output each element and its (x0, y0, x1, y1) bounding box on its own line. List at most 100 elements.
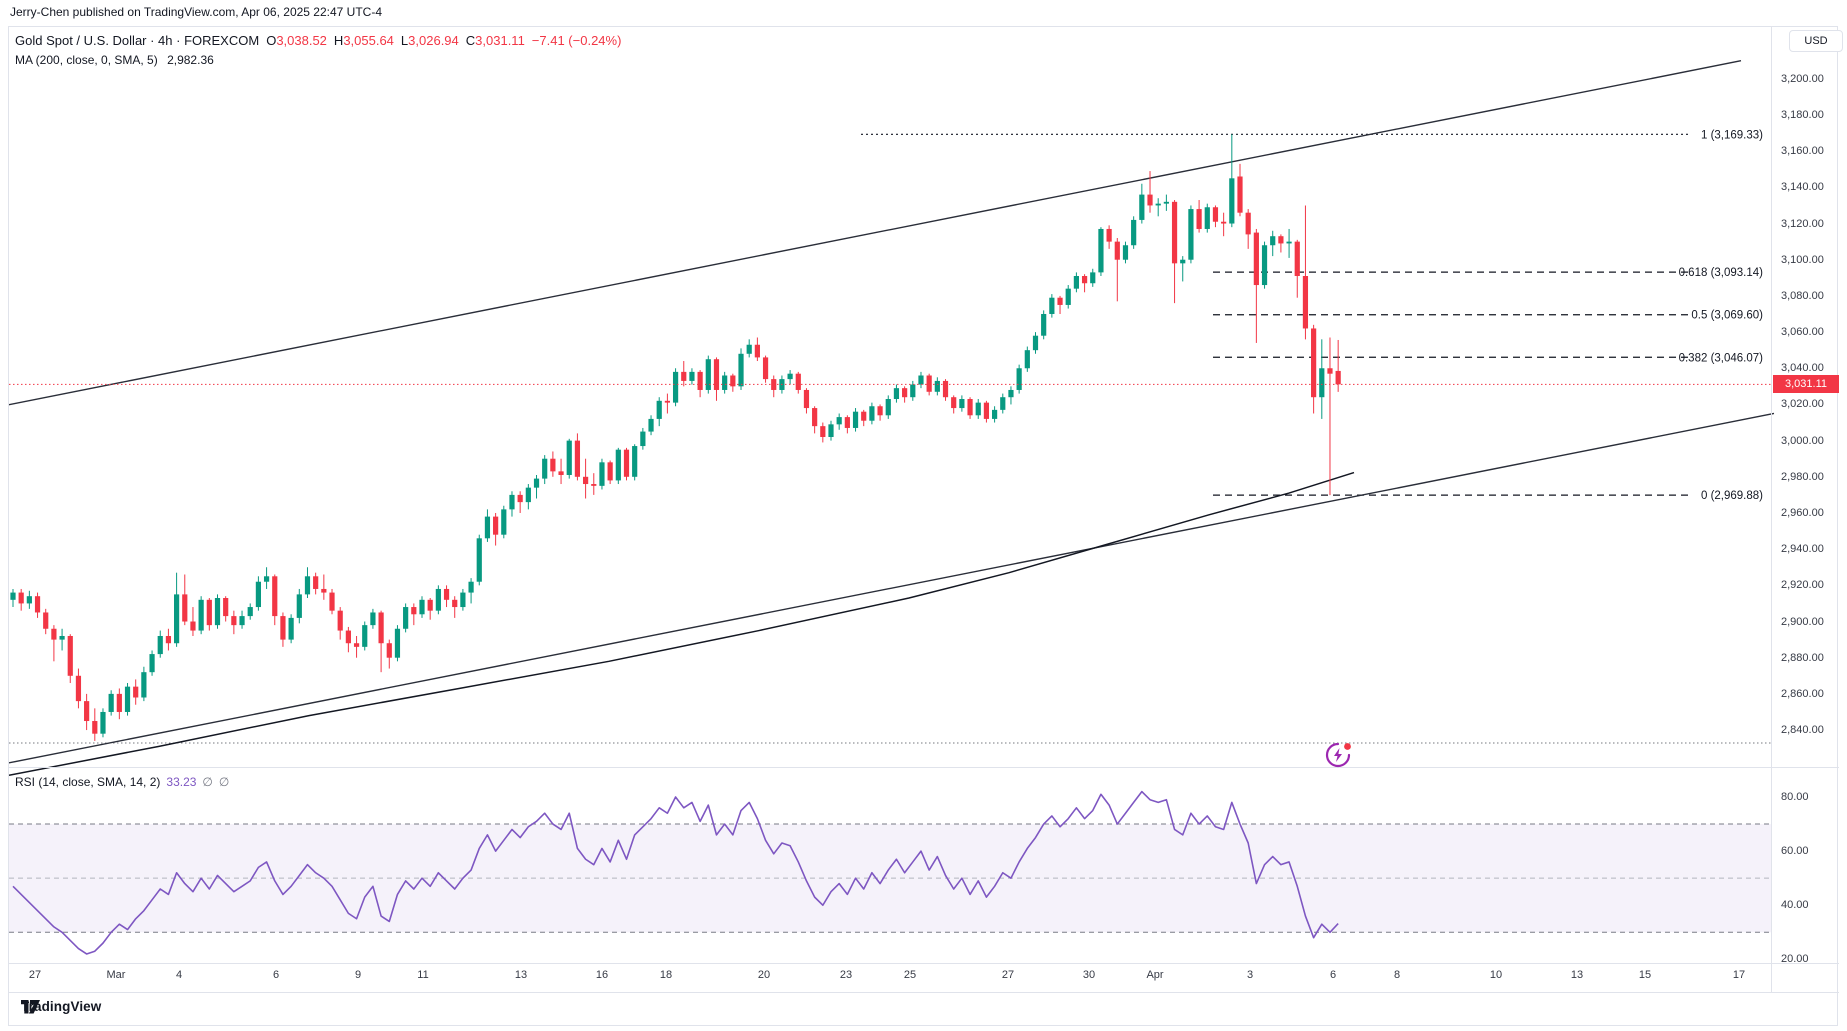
candle-body (443, 588, 450, 600)
candle-body (828, 424, 834, 438)
candle-body (934, 380, 940, 392)
candle-body (705, 359, 711, 390)
published-header: Jerry-Chen published on TradingView.com,… (10, 5, 382, 19)
ma-value: 2,982.36 (167, 53, 214, 67)
change-value: −7.41 (−0.24%) (531, 33, 622, 48)
candle-body (214, 598, 221, 626)
candle-body (599, 462, 605, 486)
candle-body (583, 476, 589, 485)
candle-body (1090, 272, 1096, 284)
tradingview-logo[interactable]: TradingView (21, 999, 101, 1014)
pane-separator[interactable] (9, 767, 1839, 768)
date-axis-label: 17 (1732, 969, 1746, 981)
candle-body (1286, 241, 1292, 244)
candle-body (1204, 207, 1210, 229)
ma-legend[interactable]: MA (200, close, 0, SMA, 5) 2,982.36 (15, 53, 214, 67)
candle-body (1147, 194, 1153, 206)
fib-level-label: 1 (3,169.33) (1701, 129, 1763, 141)
candle-body (1237, 176, 1243, 213)
candle-body (844, 417, 850, 428)
close-label: C (465, 33, 476, 48)
candle-body (313, 576, 319, 589)
price-axis-label: 3,020.00 (1781, 398, 1824, 411)
candle-body (738, 353, 744, 387)
candle-body (345, 630, 351, 644)
candle-body (190, 621, 196, 631)
candle-body (304, 576, 311, 595)
price-axis-label: 2,980.00 (1781, 470, 1824, 483)
date-axis-label: 30 (1082, 969, 1096, 981)
candle-body (108, 693, 114, 712)
candle-body (223, 598, 229, 617)
candle-body (116, 693, 122, 712)
rsi-legend[interactable]: RSI (14, close, SMA, 14, 2) 33.23 ∅ ∅ (15, 775, 229, 789)
candle-body (239, 616, 245, 626)
price-axis-label: 2,920.00 (1781, 579, 1824, 592)
price-axis-label: 3,040.00 (1781, 362, 1824, 375)
candle-body (206, 599, 212, 626)
rsi-empty-icon: ∅ (218, 775, 230, 789)
candle-body (337, 610, 343, 631)
candle-body (353, 643, 360, 647)
candle-body (272, 576, 278, 617)
date-axis-label: 15 (1638, 969, 1652, 981)
price-axis-label: 3,180.00 (1781, 109, 1824, 121)
candle-body (370, 612, 376, 626)
price-axis-label: 2,840.00 (1781, 724, 1824, 737)
candle-body (501, 509, 507, 535)
symbol-legend[interactable]: Gold Spot / U.S. Dollar · 4h · FOREXCOM O… (15, 33, 621, 48)
candle-body (386, 643, 392, 658)
candle-body (681, 371, 687, 381)
candle-body (942, 380, 949, 398)
tradingview-logo-text: TradingView (21, 999, 102, 1014)
candle-body (893, 388, 900, 400)
candle-body (174, 594, 180, 644)
candle-body (959, 399, 965, 409)
candle-body (263, 576, 270, 582)
candle-body (1024, 350, 1030, 369)
candle-body (926, 375, 932, 392)
candle-body (762, 357, 769, 380)
date-axis-label: 11 (417, 969, 429, 981)
candle-body (296, 594, 302, 618)
candle-body (566, 440, 572, 475)
candle-body (51, 628, 57, 640)
candle-body (1270, 236, 1276, 246)
candle-body (820, 426, 826, 438)
high-label: H (333, 33, 344, 48)
axis-divider (1771, 27, 1772, 992)
date-axis-label: 10 (1489, 969, 1503, 981)
candle-body (836, 417, 842, 425)
chart-canvas[interactable]: 1 (3,169.33) 0.618 (3,093.14) 0.5 (3,069.6… (9, 27, 1839, 1027)
candle-body (1335, 370, 1341, 385)
candle-body (787, 373, 793, 380)
rsi-line (12, 790, 1339, 955)
candle-body (1122, 245, 1129, 260)
rsi-label: RSI (14, close, SMA, 14, 2) (15, 775, 161, 789)
date-axis-label: 13 (514, 969, 528, 981)
candle-body (967, 399, 973, 416)
date-axis-label: 6 (1329, 969, 1337, 981)
candle-body (452, 599, 458, 608)
candle-body (1131, 219, 1137, 246)
candle-body (484, 516, 491, 539)
tradingview-logo-icon (21, 1000, 40, 1014)
candle-body (615, 449, 621, 481)
candle-body (1327, 368, 1333, 374)
candle-body (509, 494, 515, 510)
high-value: 3,055.64 (343, 33, 394, 48)
upper-channel-trendline (9, 60, 1742, 406)
rsi-axis-label: 40.00 (1781, 899, 1809, 912)
candle-body (1032, 335, 1039, 351)
candle-body (280, 616, 286, 640)
candle-body (746, 344, 752, 354)
candle-body (1139, 194, 1145, 220)
currency-toggle-button[interactable]: USD (1789, 30, 1843, 52)
date-axis-month-label: Apr (1146, 969, 1164, 981)
candle-body (795, 373, 801, 390)
candle-body (1081, 276, 1088, 284)
rsi-axis-label: 20.00 (1781, 953, 1809, 966)
date-axis-label: 8 (1393, 969, 1401, 981)
candle-body (1229, 178, 1235, 224)
